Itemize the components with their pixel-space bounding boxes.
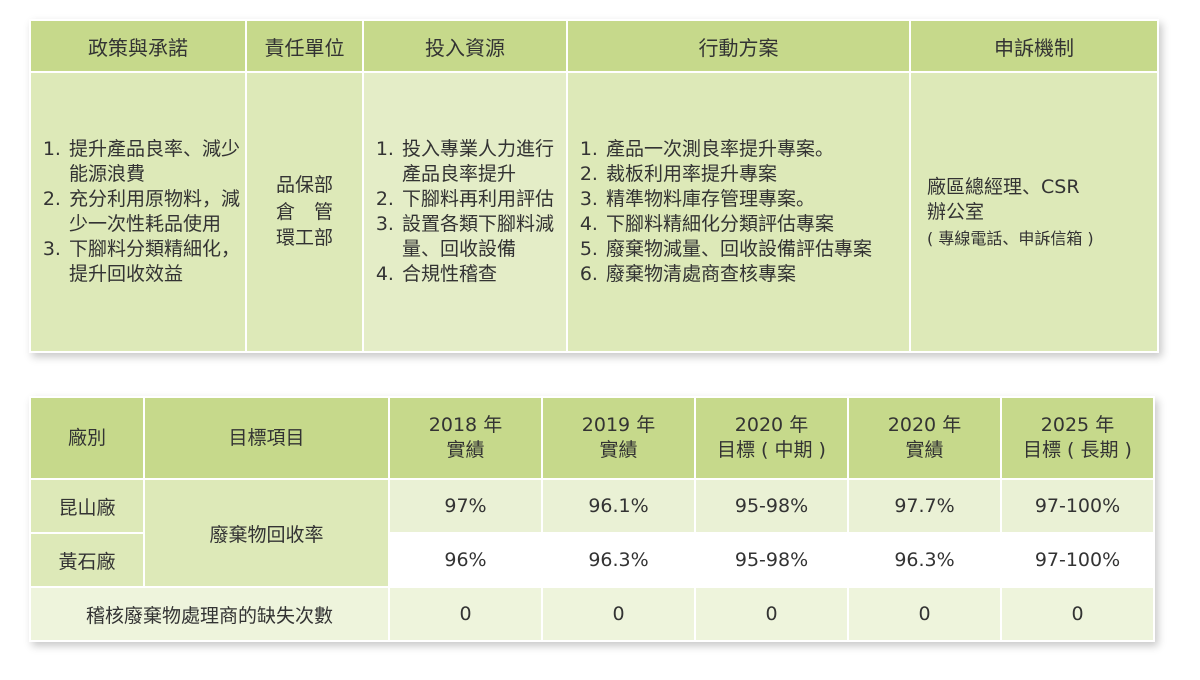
value-cell: 96% — [388, 532, 543, 588]
value-cell: 97.7% — [847, 478, 1002, 534]
resource-item: 設置各類下腳料減量、回收設備 — [400, 212, 562, 262]
value-cell: 97-100% — [1000, 478, 1155, 534]
header-kind: 實績 — [905, 439, 944, 461]
target-header-row: 廠別 目標項目 2018 年 實績 2019 年 實績 2020 年 目標 ( … — [29, 396, 1155, 480]
policy-header-row: 政策與承諾 責任單位 投入資源 行動方案 申訴機制 — [29, 19, 1159, 73]
grievance-line: 廠區總經理、CSR — [927, 176, 1080, 199]
commitment-item: 下腳料分類精細化，提升回收效益 — [67, 237, 241, 287]
value-cell: 0 — [1000, 586, 1155, 642]
plant-cell: 黃石廠 — [29, 532, 145, 588]
units-cell: 品保部 倉 管 環工部 — [245, 71, 364, 353]
header-2020-target: 2020 年 目標 ( 中期 ) — [694, 396, 849, 480]
table-row: 昆山廠 廢棄物回收率 97% 96.1% 95-98% 97.7% 97-100… — [29, 478, 1155, 588]
grievance-line: 辦公室 — [927, 201, 985, 224]
action-item: 裁板利用率提升專案 — [604, 162, 905, 187]
action-item: 產品一次測良率提升專案。 — [604, 137, 905, 162]
commitment-item: 提升產品良率、減少能源浪費 — [67, 137, 241, 187]
value-cell: 96.1% — [541, 478, 696, 534]
unit-label: 品保部 — [275, 173, 333, 196]
value-cell: 0 — [694, 586, 849, 642]
header-grievance: 申訴機制 — [909, 19, 1159, 73]
resources-list: 投入專業人力進行產品良率提升 下腳料再利用評估 設置各類下腳料減量、回收設備 合… — [364, 137, 566, 287]
resource-item: 投入專業人力進行產品良率提升 — [400, 137, 562, 187]
table-row: 稽核廢棄物處理商的缺失次數 0 0 0 0 0 — [29, 586, 1155, 642]
resource-item: 合規性稽查 — [400, 262, 562, 287]
resource-item: 下腳料再利用評估 — [400, 187, 562, 212]
value-cell: 0 — [388, 586, 543, 642]
header-2020-actual: 2020 年 實績 — [847, 396, 1002, 480]
commitments-cell: 提升產品良率、減少能源浪費 充分利用原物料，減少一次性耗品使用 下腳料分類精細化… — [29, 71, 247, 353]
value-cell: 96.3% — [541, 532, 696, 588]
header-year: 2025 年 — [1040, 414, 1115, 437]
header-actions: 行動方案 — [566, 19, 911, 73]
target-table: 廠別 目標項目 2018 年 實績 2019 年 實績 2020 年 目標 ( … — [29, 396, 1155, 642]
grievance-note: ( 專線電話、申訴信箱 ) — [927, 228, 1094, 248]
header-kind: 目標 ( 長期 ) — [1023, 439, 1132, 461]
value-cell: 97-100% — [1000, 532, 1155, 588]
header-commitments: 政策與承諾 — [29, 19, 247, 73]
header-year: 2020 年 — [887, 414, 962, 437]
unit-label: 環工部 — [275, 227, 333, 250]
value-cell: 95-98% — [694, 532, 849, 588]
header-kind: 實績 — [446, 439, 485, 461]
header-units: 責任單位 — [245, 19, 364, 73]
header-2018: 2018 年 實績 — [388, 396, 543, 480]
policy-table: 政策與承諾 責任單位 投入資源 行動方案 申訴機制 提升產品良率、減少能源浪費 … — [29, 19, 1159, 353]
header-year: 2020 年 — [734, 414, 809, 437]
plant-cell: 昆山廠 — [29, 478, 145, 534]
policy-body-row: 提升產品良率、減少能源浪費 充分利用原物料，減少一次性耗品使用 下腳料分類精細化… — [29, 71, 1159, 353]
header-2025: 2025 年 目標 ( 長期 ) — [1000, 396, 1155, 480]
value-cell: 96.3% — [847, 532, 1002, 588]
action-item: 廢棄物減量、回收設備評估專案 — [604, 237, 905, 262]
actions-cell: 產品一次測良率提升專案。 裁板利用率提升專案 精準物料庫存管理專案。 下腳料精細… — [566, 71, 911, 353]
action-item: 精準物料庫存管理專案。 — [604, 187, 905, 212]
header-kind: 目標 ( 中期 ) — [717, 439, 826, 461]
resources-cell: 投入專業人力進行產品良率提升 下腳料再利用評估 設置各類下腳料減量、回收設備 合… — [362, 71, 568, 353]
header-year: 2019 年 — [581, 414, 656, 437]
header-2019: 2019 年 實績 — [541, 396, 696, 480]
item-cell: 廢棄物回收率 — [143, 478, 390, 588]
commitments-list: 提升產品良率、減少能源浪費 充分利用原物料，減少一次性耗品使用 下腳料分類精細化… — [31, 137, 245, 287]
header-year: 2018 年 — [428, 414, 503, 437]
value-cell: 0 — [847, 586, 1002, 642]
actions-list: 產品一次測良率提升專案。 裁板利用率提升專案 精準物料庫存管理專案。 下腳料精細… — [568, 137, 909, 287]
header-kind: 實績 — [599, 439, 638, 461]
audit-label-cell: 稽核廢棄物處理商的缺失次數 — [29, 586, 390, 642]
header-item: 目標項目 — [143, 396, 390, 480]
value-cell: 95-98% — [694, 478, 849, 534]
table-row: 黃石廠 96% 96.3% 95-98% 96.3% 97-100% — [29, 532, 1155, 588]
grievance-cell: 廠區總經理、CSR 辦公室 ( 專線電話、申訴信箱 ) — [909, 71, 1159, 353]
header-plant: 廠別 — [29, 396, 145, 480]
value-cell: 97% — [388, 478, 543, 534]
header-resources: 投入資源 — [362, 19, 568, 73]
action-item: 廢棄物清處商查核專案 — [604, 262, 905, 287]
action-item: 下腳料精細化分類評估專案 — [604, 212, 905, 237]
value-cell: 0 — [541, 586, 696, 642]
commitment-item: 充分利用原物料，減少一次性耗品使用 — [67, 187, 241, 237]
unit-label: 倉 管 — [275, 200, 333, 223]
